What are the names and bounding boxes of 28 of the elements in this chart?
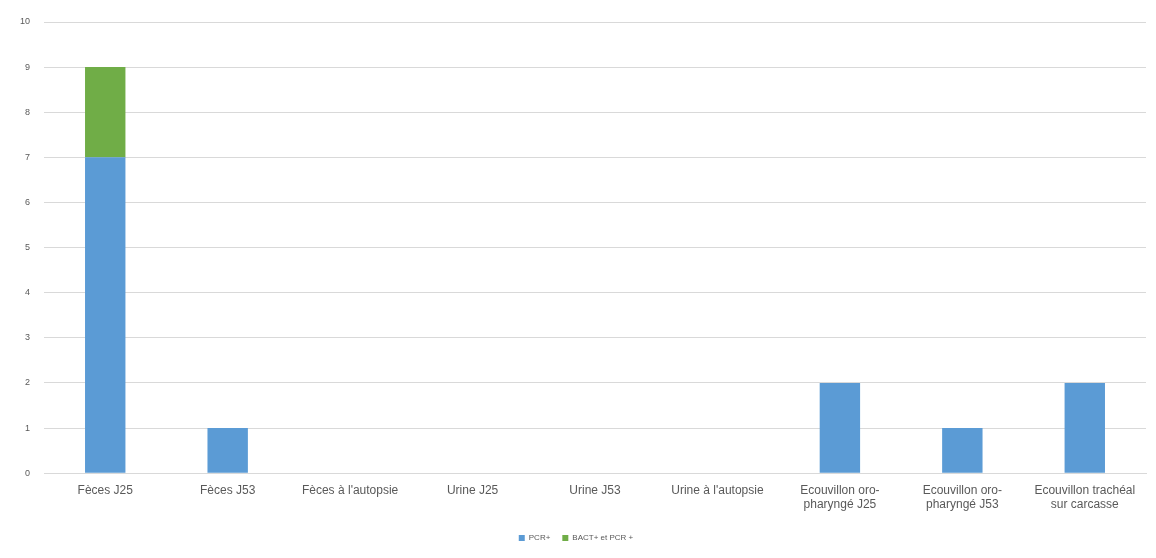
bar [942, 428, 983, 473]
y-tick-label: 6 [25, 196, 31, 207]
bar [85, 67, 126, 158]
bar [819, 382, 861, 473]
y-tick-label: 5 [25, 242, 31, 253]
y-tick-label: 10 [20, 16, 31, 27]
y-tick-label: 1 [25, 422, 31, 433]
x-tick-label: Fèces J53 [200, 482, 256, 497]
y-tick-label: 4 [25, 287, 31, 298]
y-tick-label: 8 [25, 106, 31, 117]
legend-label: PCR+ [528, 533, 551, 543]
x-tick-label: Urine J53 [569, 482, 622, 497]
y-tick-label: 7 [25, 151, 31, 162]
x-tick-label: Ecouvillon oro-pharyngé J25 [800, 482, 880, 512]
x-tick-label: Urine à l'autopsie [671, 482, 764, 497]
x-tick-label: Ecouvillon trachéal sur carcasse [1034, 482, 1136, 512]
y-tick-label: 2 [25, 377, 31, 388]
y-tick-label: 3 [25, 332, 31, 343]
legend-label: BACT+ et PCR + [572, 533, 634, 543]
x-tick-label: Fèces à l'autopsie [301, 482, 399, 497]
x-tick-label: Urine J25 [446, 482, 499, 497]
x-tick-label: Fèces J25 [77, 482, 134, 497]
y-tick-label: 9 [25, 61, 31, 72]
bar [207, 428, 248, 473]
bar [1064, 382, 1105, 473]
y-tick-label: 0 [25, 467, 31, 478]
bar [85, 157, 126, 473]
x-tick-label: Ecouvillon oro-pharyngé J53 [922, 482, 1003, 512]
